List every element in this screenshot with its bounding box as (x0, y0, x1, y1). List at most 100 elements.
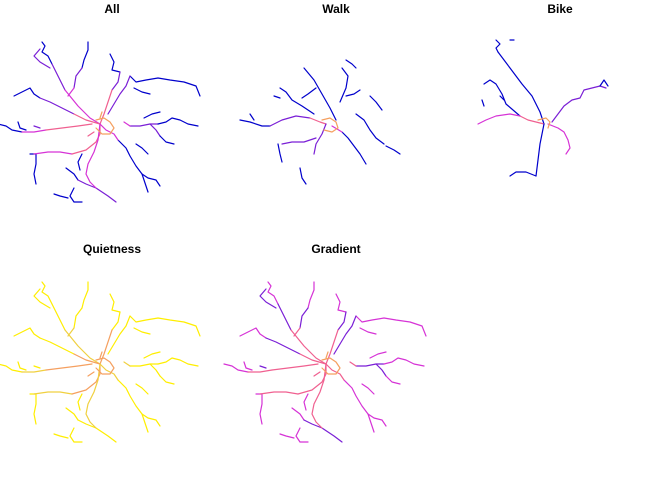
route-line (157, 357, 199, 367)
route-line (29, 153, 37, 185)
panel-all-network (0, 41, 201, 203)
route-line (297, 363, 327, 395)
route-line (17, 121, 27, 131)
route-line (321, 117, 339, 133)
route-line (143, 351, 161, 359)
route-line (519, 115, 545, 125)
route-line (141, 413, 161, 427)
route-line (95, 117, 115, 135)
route-line (385, 375, 401, 385)
route-line (41, 41, 53, 65)
route-line (73, 113, 101, 125)
route-line (369, 351, 387, 359)
route-line (259, 391, 299, 395)
route-line (313, 371, 321, 377)
route-line (64, 329, 101, 365)
route-line (123, 361, 131, 367)
route-line (135, 143, 149, 155)
route-line (309, 117, 327, 125)
route-line (247, 369, 273, 373)
route-line (111, 71, 121, 91)
route-line (303, 419, 343, 443)
route-line (39, 97, 75, 115)
route-line (33, 48, 51, 69)
route-line (133, 327, 151, 335)
route-line (71, 123, 101, 155)
route-line (369, 95, 383, 111)
route-line (99, 123, 119, 141)
route-line (537, 117, 551, 129)
route-line (107, 75, 131, 115)
route-line (41, 281, 53, 305)
route-line (299, 353, 327, 365)
route-line (13, 327, 41, 339)
route-line (99, 351, 103, 359)
route-line (0, 363, 23, 373)
route-line (87, 131, 95, 137)
route-line (481, 99, 485, 107)
panel-title-walk: Walk (322, 2, 350, 16)
route-line (81, 281, 89, 309)
panel-title-bike: Bike (547, 2, 573, 16)
route-line (325, 363, 345, 381)
route-line (21, 369, 47, 373)
route-line (497, 51, 545, 125)
route-line (111, 311, 121, 331)
route-line (495, 39, 501, 53)
route-line (33, 365, 41, 369)
route-line (69, 427, 83, 443)
route-line (33, 151, 73, 155)
route-line (65, 167, 79, 181)
route-line (53, 433, 69, 439)
route-line (359, 327, 377, 335)
route-line (299, 167, 307, 185)
route-line (290, 329, 327, 365)
route-line (117, 139, 149, 193)
route-line (117, 379, 149, 433)
route-line (77, 153, 83, 171)
route-line (551, 85, 607, 123)
route-line (64, 89, 101, 125)
route-line (267, 281, 279, 305)
route-line (17, 361, 27, 371)
route-line (535, 123, 545, 177)
route-line (149, 123, 161, 137)
route-line (355, 363, 385, 367)
route-line (385, 145, 401, 155)
route-line (337, 311, 347, 331)
route-line (303, 67, 337, 121)
route-line (109, 293, 121, 313)
route-line (349, 361, 357, 367)
route-line (129, 75, 201, 97)
route-line (313, 123, 327, 155)
route-line (499, 95, 505, 101)
panel-gradient-network (223, 281, 427, 443)
route-line (279, 433, 295, 439)
route-line (277, 303, 292, 331)
panel-bike-network (477, 39, 609, 177)
route-line (99, 111, 103, 119)
route-line (85, 363, 101, 429)
route-line (29, 393, 37, 425)
route-line (375, 363, 387, 377)
panel-title-gradient: Gradient (311, 242, 360, 256)
route-line (85, 123, 101, 189)
route-line (39, 337, 75, 355)
route-line (45, 123, 93, 131)
route-line (383, 357, 425, 367)
route-line (311, 363, 327, 429)
route-line (483, 79, 521, 117)
route-line (333, 315, 357, 355)
route-line (129, 315, 201, 337)
route-line (355, 113, 385, 145)
route-line (303, 393, 309, 411)
route-line (249, 113, 255, 121)
route-line (307, 281, 315, 309)
route-line (293, 327, 301, 337)
route-line (99, 363, 119, 381)
route-line (223, 363, 249, 373)
route-line (265, 337, 301, 355)
route-line (277, 143, 283, 163)
route-line (129, 123, 159, 127)
